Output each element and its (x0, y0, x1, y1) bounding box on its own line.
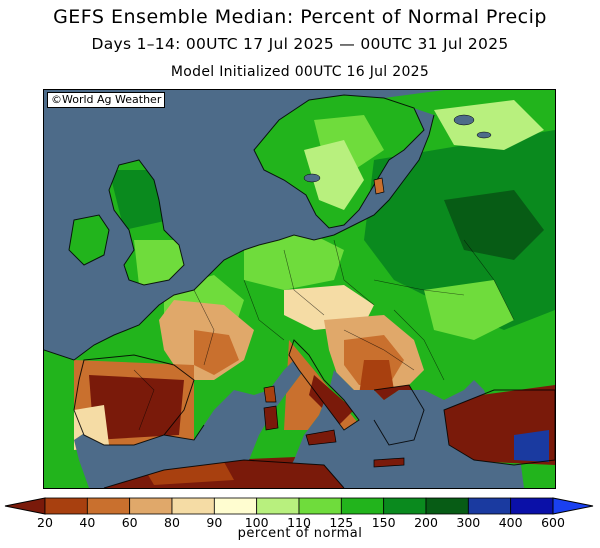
colorbar-tick-label: 200 (414, 515, 438, 530)
credit-label: ©World Ag Weather (47, 92, 166, 108)
colorbar-segment (44, 497, 88, 515)
colorbar-segment (340, 497, 385, 515)
map-canvas (44, 90, 555, 488)
colorbar-segment (256, 497, 300, 515)
colorbar-tick-label: 80 (164, 515, 180, 530)
colorbar-high-arrow (552, 497, 594, 515)
forecast-period: Days 1–14: 00UTC 17 Jul 2025 — 00UTC 31 … (91, 35, 509, 53)
colorbar-tick-label: 20 (37, 515, 53, 530)
model-init: Model Initialized 00UTC 16 Jul 2025 (170, 64, 430, 80)
colorbar-segment (171, 497, 215, 515)
colorbar-segment (383, 497, 427, 515)
colorbar-tick-label: 100 (245, 515, 269, 530)
colorbar-low-arrow (4, 497, 46, 515)
colorbar-tick-label: 60 (122, 515, 138, 530)
colorbar-tick-label: 40 (79, 515, 95, 530)
colorbar-tick-label: 300 (456, 515, 480, 530)
colorbar-segment (298, 497, 342, 515)
colorbar-segment (213, 497, 258, 515)
colorbar-tick-label: 600 (541, 515, 565, 530)
colorbar-tick-label: 400 (499, 515, 523, 530)
colorbar-segment (467, 497, 512, 515)
colorbar-tick-label: 125 (329, 515, 353, 530)
precip-map: ©World Ag Weather (43, 89, 556, 489)
colorbar-units: percent of normal (237, 526, 363, 541)
colorbar: 20 40 60 80 90 100 110 125 150 200 300 400 600 (4, 497, 594, 530)
colorbar-segment (425, 497, 469, 515)
colorbar-tick-label: 110 (287, 515, 311, 530)
colorbar-tick-label: 90 (206, 515, 222, 530)
colorbar-segment (86, 497, 131, 515)
colorbar-segment (129, 497, 173, 515)
colorbar-tick-label: 150 (372, 515, 396, 530)
map-title: GEFS Ensemble Median: Percent of Normal … (53, 6, 547, 28)
colorbar-segment (510, 497, 554, 515)
